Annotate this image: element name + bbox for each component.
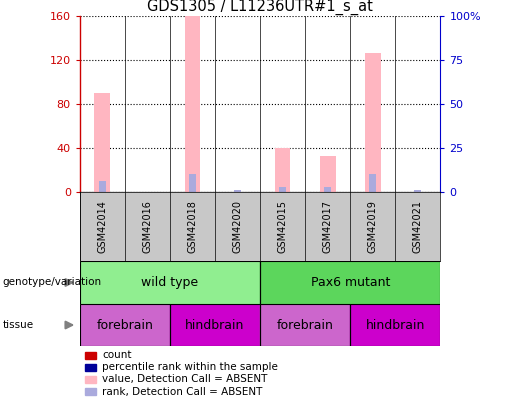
Title: GDS1305 / L11236UTR#1_s_at: GDS1305 / L11236UTR#1_s_at <box>147 0 373 15</box>
Bar <box>80 304 170 346</box>
Text: GSM42017: GSM42017 <box>323 200 333 253</box>
Bar <box>320 156 336 192</box>
Text: hindbrain: hindbrain <box>185 318 245 332</box>
Bar <box>260 304 350 346</box>
Text: forebrain: forebrain <box>277 318 334 332</box>
Text: percentile rank within the sample: percentile rank within the sample <box>102 362 279 372</box>
Bar <box>369 174 376 192</box>
Text: GSM42020: GSM42020 <box>233 200 243 253</box>
Bar <box>80 261 260 304</box>
Bar <box>279 187 286 192</box>
Text: GSM42014: GSM42014 <box>97 200 107 253</box>
Bar <box>414 190 421 192</box>
Bar <box>260 261 440 304</box>
Bar <box>170 304 260 346</box>
Bar <box>94 93 110 192</box>
Text: GSM42019: GSM42019 <box>368 200 377 253</box>
Bar <box>324 187 331 192</box>
Text: GSM42016: GSM42016 <box>143 200 152 253</box>
Text: GSM42015: GSM42015 <box>278 200 287 253</box>
Text: hindbrain: hindbrain <box>366 318 425 332</box>
Text: value, Detection Call = ABSENT: value, Detection Call = ABSENT <box>102 375 268 384</box>
Text: forebrain: forebrain <box>96 318 153 332</box>
Text: count: count <box>102 350 132 360</box>
Text: genotype/variation: genotype/variation <box>3 277 101 288</box>
Bar <box>80 304 170 346</box>
Bar <box>260 261 440 304</box>
Text: Pax6 mutant: Pax6 mutant <box>311 276 390 289</box>
Text: rank, Detection Call = ABSENT: rank, Detection Call = ABSENT <box>102 387 263 396</box>
Bar <box>99 181 106 192</box>
Text: wild type: wild type <box>142 276 198 289</box>
Text: GSM42018: GSM42018 <box>187 200 197 253</box>
Bar <box>274 148 290 192</box>
Bar <box>350 304 440 346</box>
Text: GSM42021: GSM42021 <box>413 200 423 253</box>
Bar <box>260 304 350 346</box>
Bar <box>234 190 241 192</box>
Bar <box>170 304 260 346</box>
Bar <box>80 261 260 304</box>
Bar <box>184 16 200 192</box>
Bar <box>350 304 440 346</box>
Text: tissue: tissue <box>3 320 33 330</box>
Bar <box>365 53 381 192</box>
Bar <box>189 174 196 192</box>
